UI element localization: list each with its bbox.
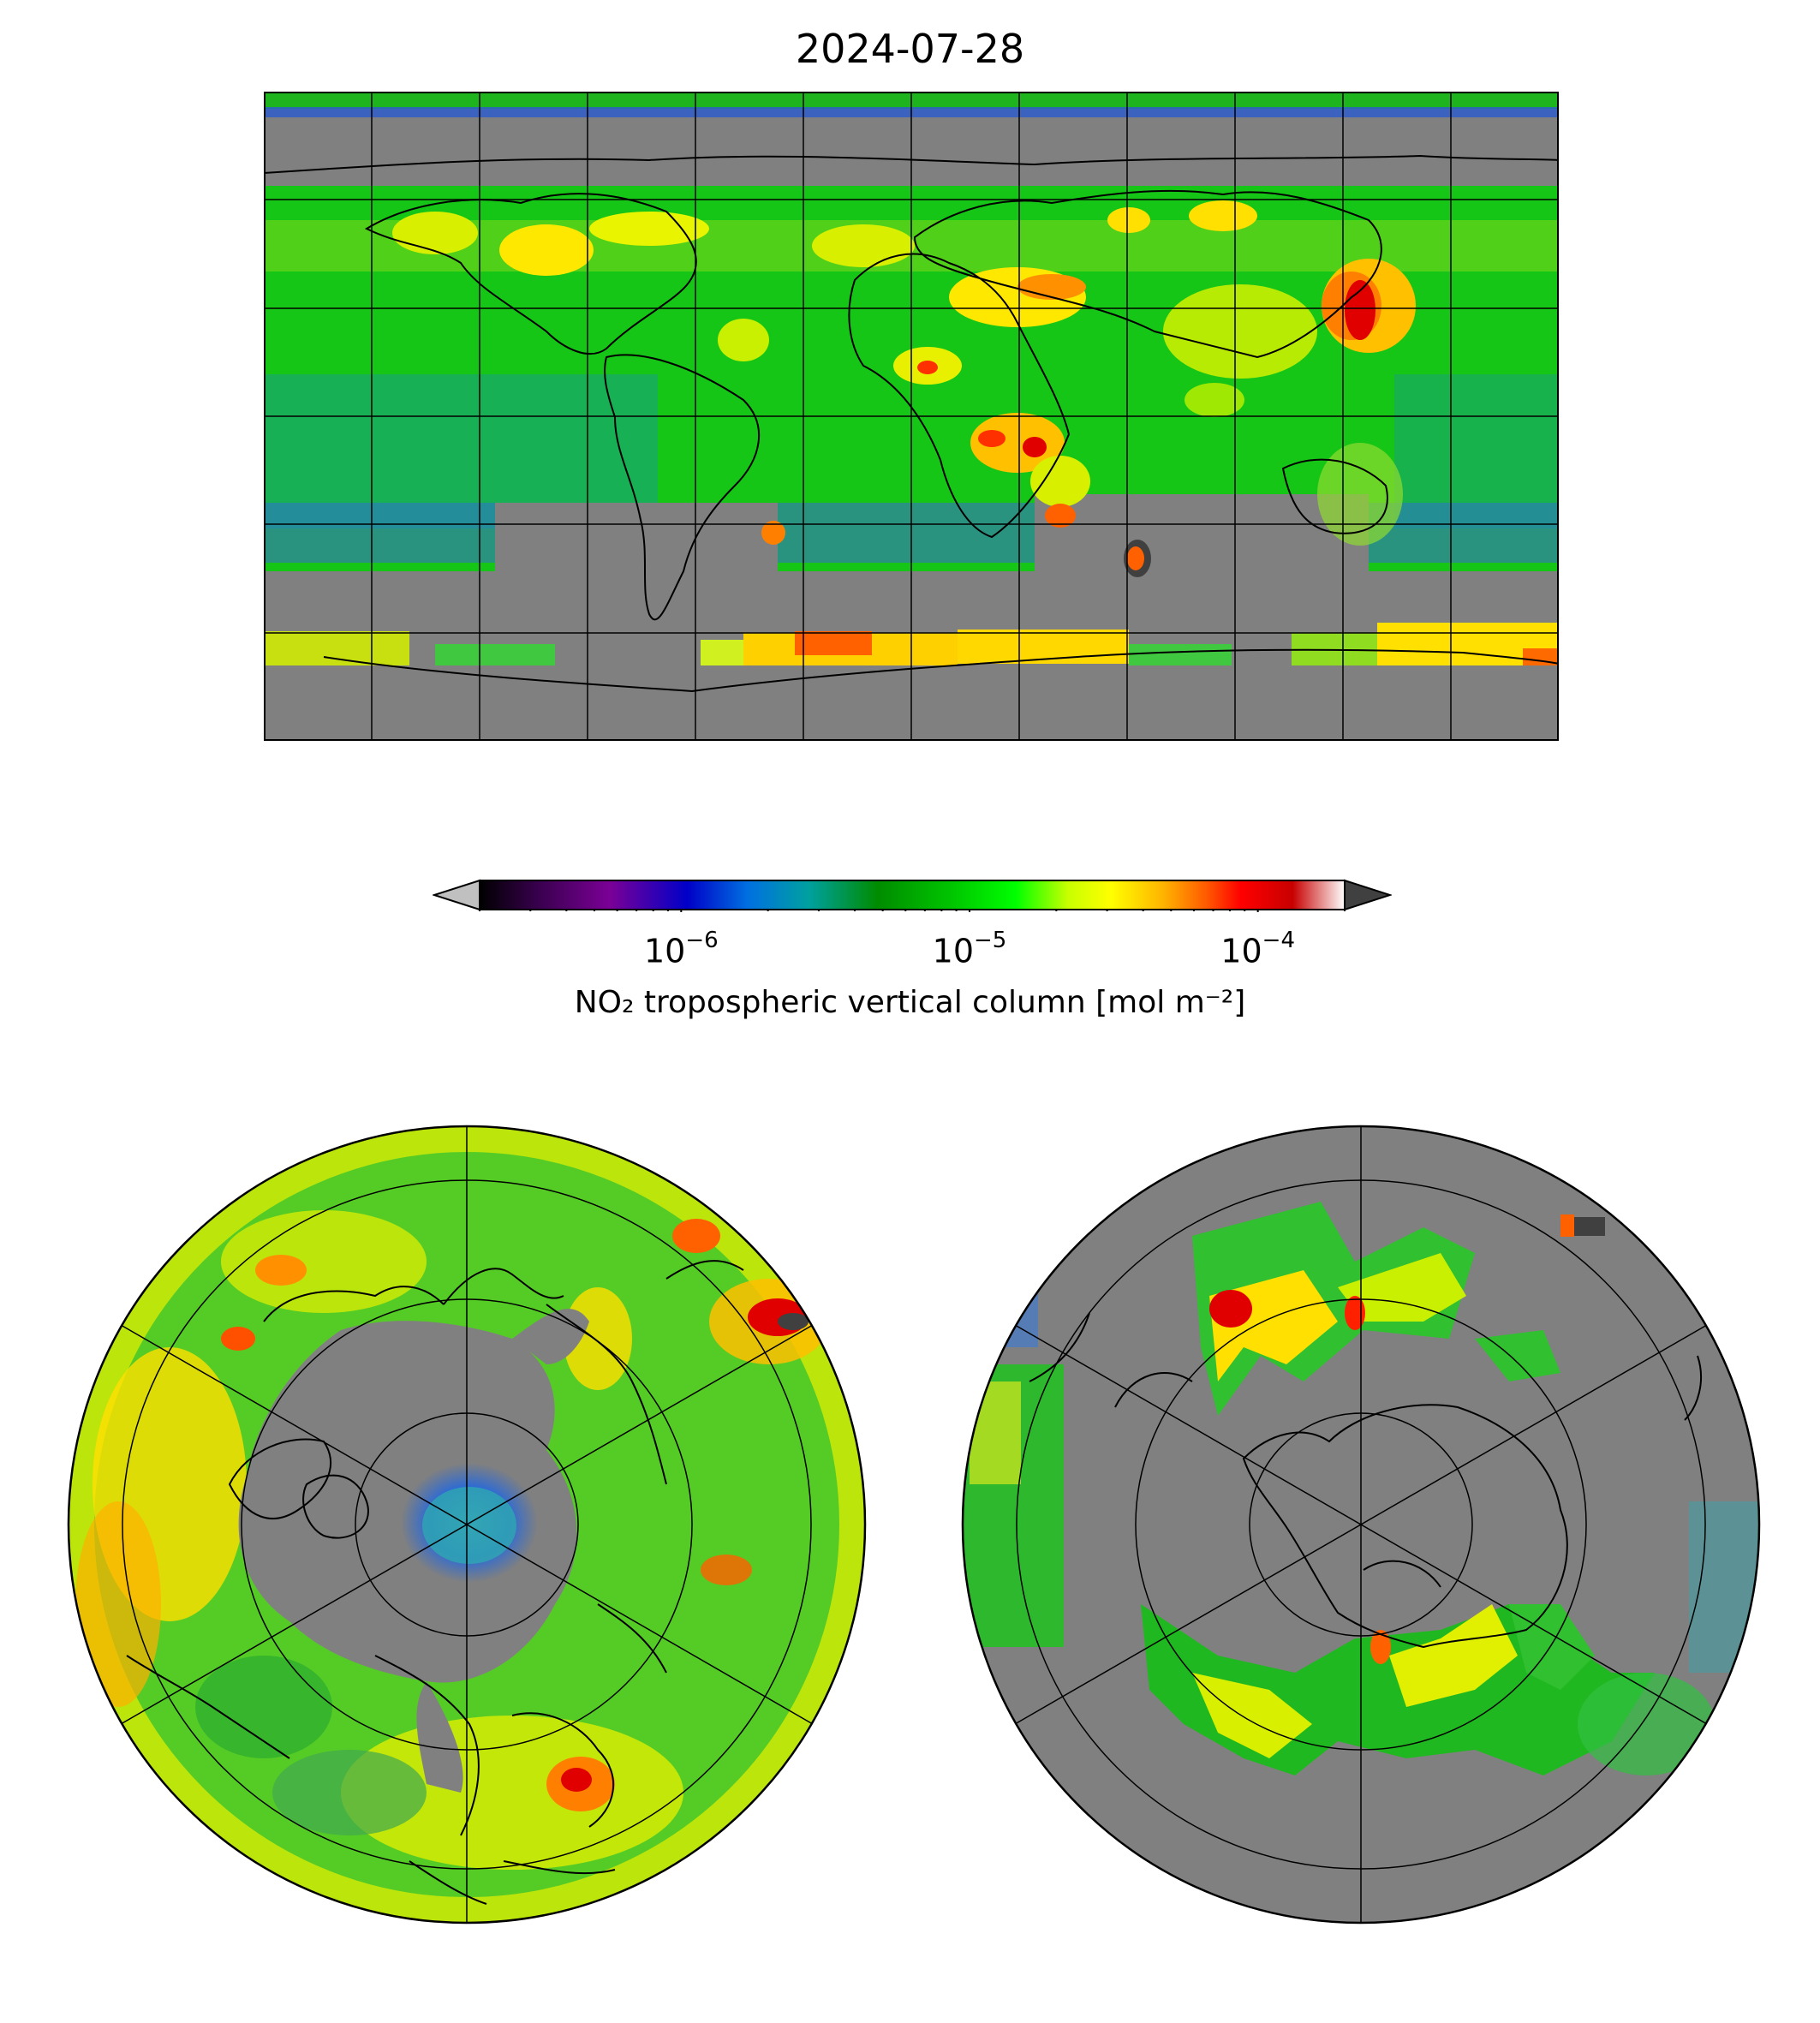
- colorbar-tick-label: 10−5: [932, 928, 1007, 970]
- map-frame: [264, 92, 1559, 741]
- coastlines: [264, 154, 1559, 693]
- colorbar-label: NO₂ tropospheric vertical column [mol m⁻…: [574, 985, 1246, 1020]
- coastlines: [126, 1260, 744, 1905]
- north-polar-map: [67, 1125, 867, 1925]
- colorbar-gradient: [479, 880, 1346, 910]
- global-map: [264, 92, 1559, 741]
- south-polar-map: [961, 1125, 1761, 1925]
- graticule: [1014, 1126, 1708, 1923]
- graticule: [264, 92, 1559, 741]
- map-frame: [67, 1125, 867, 1925]
- map-frame: [961, 1125, 1761, 1925]
- colorbar-tick-label: 10−6: [643, 928, 719, 970]
- colorbar-under-extend: [433, 879, 480, 911]
- graticule: [120, 1126, 814, 1923]
- figure-title: 2024-07-28: [795, 26, 1025, 72]
- colorbar: [433, 879, 1392, 912]
- colorbar-over-extend: [1344, 879, 1392, 911]
- colorbar-tick-label: 10−4: [1220, 928, 1295, 970]
